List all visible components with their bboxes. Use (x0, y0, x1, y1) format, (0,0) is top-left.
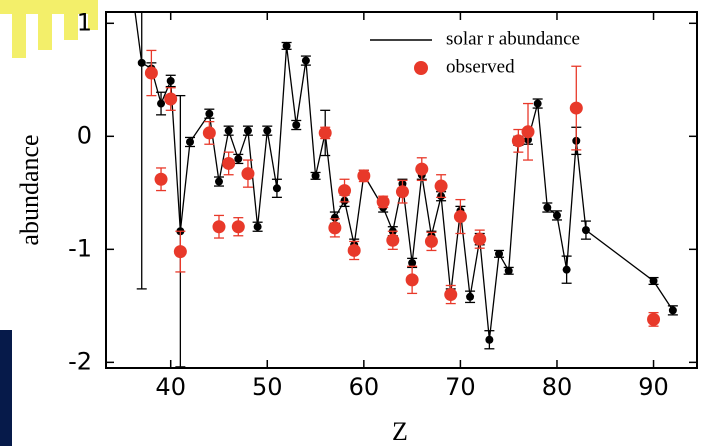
series (144, 49, 661, 327)
point (253, 222, 262, 231)
point (231, 220, 245, 234)
point (562, 265, 571, 274)
y-tick-label: 0 (77, 121, 92, 149)
point (272, 184, 281, 193)
y-axis-label: abundance (15, 134, 44, 245)
legend-marker (414, 61, 428, 75)
x-tick-label: 80 (542, 373, 573, 401)
point (282, 41, 291, 50)
point (311, 171, 320, 180)
x-tick-label: 60 (349, 373, 380, 401)
decoration (0, 0, 98, 446)
point (144, 66, 158, 80)
x-tick-label: 70 (445, 373, 476, 401)
point (415, 162, 429, 176)
point (157, 99, 166, 108)
point (485, 335, 494, 344)
point (649, 276, 658, 285)
point (543, 203, 552, 212)
plot-frame (105, 11, 698, 369)
line (134, 12, 674, 340)
point (581, 226, 590, 235)
point (212, 220, 226, 234)
legend-label: solar r abundance (446, 28, 580, 49)
point (137, 58, 146, 67)
point (301, 56, 310, 65)
point (668, 306, 677, 315)
point (205, 109, 214, 118)
point (328, 221, 342, 235)
point (569, 101, 583, 115)
point (473, 232, 487, 246)
point (202, 126, 216, 140)
point (511, 134, 525, 148)
point (234, 154, 243, 163)
point (166, 76, 175, 85)
point (405, 273, 419, 287)
point (424, 234, 438, 248)
x-axis-label: Z (392, 417, 408, 446)
point (357, 169, 371, 183)
point (408, 258, 417, 267)
point (292, 121, 301, 130)
plot-area (134, 12, 678, 368)
point (338, 184, 352, 198)
error-bar (136, 12, 147, 290)
point (395, 185, 409, 199)
point (173, 245, 187, 259)
point (318, 126, 332, 140)
point (552, 211, 561, 220)
legend-label: observed (446, 56, 515, 77)
point (330, 213, 339, 222)
point (241, 167, 255, 181)
point (243, 126, 252, 135)
point (504, 266, 513, 275)
point (434, 179, 448, 193)
point (521, 125, 535, 139)
point (347, 243, 361, 257)
point (224, 126, 233, 135)
y-tick-label: 1 (77, 8, 92, 36)
point (164, 92, 178, 106)
x-tick-label: 90 (638, 373, 669, 401)
point (376, 195, 390, 209)
point (466, 292, 475, 301)
point (495, 249, 504, 258)
x-tick-label: 50 (252, 373, 283, 401)
point (647, 312, 661, 326)
point (444, 288, 458, 302)
point (386, 233, 400, 247)
point (154, 172, 168, 186)
x-tick-label: 40 (155, 373, 186, 401)
point (186, 137, 195, 146)
point (533, 99, 542, 108)
y-tick-label: -2 (68, 347, 92, 375)
point (263, 126, 272, 135)
y-tick-label: -1 (68, 234, 92, 262)
point (222, 156, 236, 170)
point (453, 210, 467, 224)
point (214, 177, 223, 186)
